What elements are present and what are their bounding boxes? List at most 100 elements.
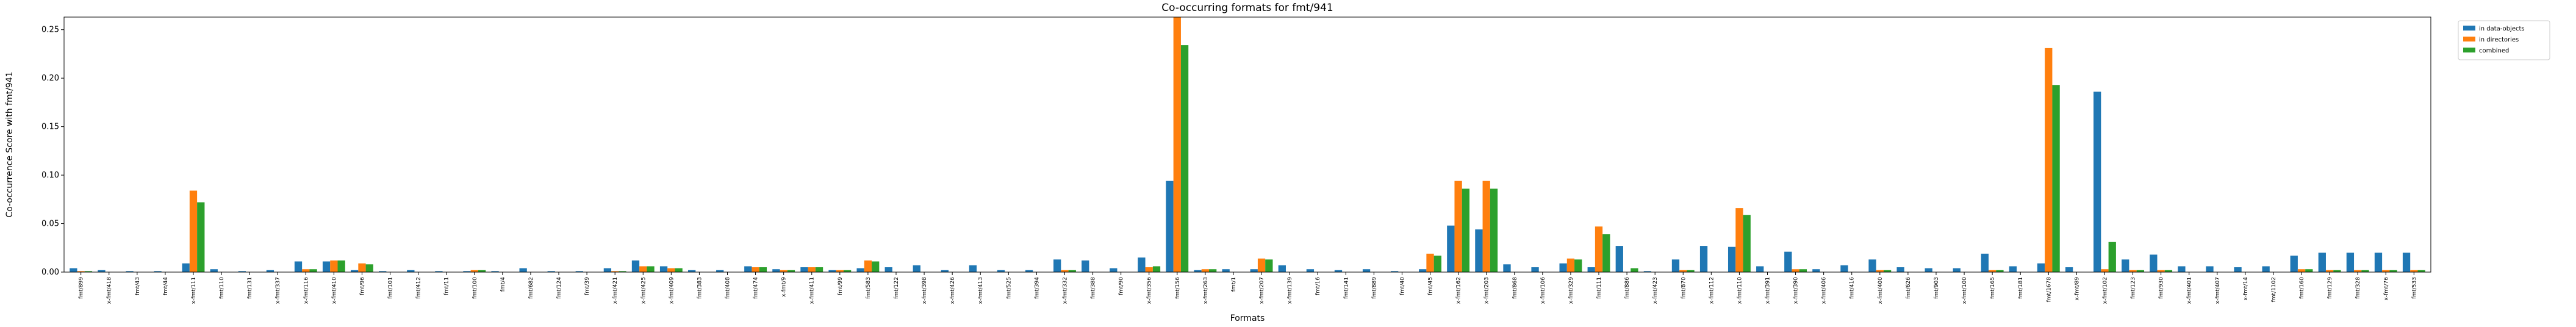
bar xyxy=(463,271,471,272)
bar xyxy=(379,271,387,272)
bar xyxy=(491,271,499,272)
x-tick-label: fmt/44 xyxy=(163,277,169,295)
x-tick-label: x-fmt/112 xyxy=(1709,277,1715,304)
x-tick-label: fmt/388 xyxy=(1091,277,1097,299)
bar xyxy=(1138,257,1146,272)
x-tick-label: x-fmt/407 xyxy=(2215,277,2221,304)
x-tick-label: fmt/90 xyxy=(1119,277,1125,295)
bar xyxy=(309,269,317,272)
bar xyxy=(435,271,443,272)
bar xyxy=(1883,270,1892,272)
x-tick-label: fmt/533 xyxy=(2411,277,2417,299)
bar xyxy=(815,267,823,272)
bar xyxy=(2065,267,2073,272)
x-tick-label: x-fmt/263 xyxy=(1203,277,1209,304)
bar xyxy=(197,202,205,272)
x-tick-label: x-fmt/207 xyxy=(1259,277,1265,304)
bar xyxy=(77,271,85,272)
x-tick-label: x-fmt/413 xyxy=(978,277,984,304)
x-tick-label: x-fmt/406 xyxy=(1821,277,1828,304)
bar xyxy=(1743,215,1751,272)
bar xyxy=(84,271,93,272)
x-tick-label: x-fmt/409 xyxy=(669,277,675,304)
bar xyxy=(351,270,359,272)
x-tick-label: x-fmt/390 xyxy=(1793,277,1799,304)
x-tick-label: fmt/903 xyxy=(1934,277,1940,299)
bar xyxy=(266,270,274,272)
bar xyxy=(1981,253,1989,272)
bar xyxy=(787,270,795,272)
bar xyxy=(322,261,331,272)
bar xyxy=(154,271,162,272)
bar xyxy=(1419,269,1427,272)
bar xyxy=(1503,264,1511,272)
bar xyxy=(182,263,190,272)
bar xyxy=(752,267,759,272)
bar xyxy=(1433,255,1441,272)
bar xyxy=(1025,270,1033,272)
bar xyxy=(1727,246,1736,272)
bar xyxy=(1201,269,1210,272)
bar xyxy=(1482,181,1490,272)
bar xyxy=(2037,263,2045,272)
bar xyxy=(603,268,612,272)
x-tick-label: x-fmt/9 xyxy=(781,277,788,297)
x-tick-label: fmt/16 xyxy=(1315,277,1321,295)
x-tick-label: fmt/111 xyxy=(1596,277,1602,299)
bar xyxy=(1053,259,1061,272)
bar xyxy=(238,271,246,272)
y-tick-label: 0.10 xyxy=(41,171,59,180)
bar xyxy=(1278,265,1286,272)
x-tick-label: fmt/160 xyxy=(2299,277,2305,299)
plot-frame xyxy=(63,16,2431,273)
bar xyxy=(1490,189,1498,272)
bar xyxy=(2150,254,2158,272)
bar xyxy=(659,266,668,272)
x-tick-label: fmt/889 xyxy=(1371,277,1377,299)
bar xyxy=(2325,270,2334,272)
x-tick-label: fmt/11 xyxy=(444,277,450,295)
bar xyxy=(1173,17,1181,272)
bar xyxy=(2052,85,2060,272)
bar xyxy=(2234,267,2242,272)
x-tick-label: x-fmt/411 xyxy=(809,277,816,304)
x-tick-label: fmt/43 xyxy=(135,277,141,295)
bar xyxy=(1631,268,1638,272)
bar xyxy=(2129,270,2137,272)
legend-swatch xyxy=(2463,37,2475,41)
x-tick-label: fmt/383 xyxy=(697,277,703,299)
bar xyxy=(470,270,478,272)
x-tick-label: fmt/45 xyxy=(1428,277,1434,295)
bar xyxy=(1679,270,1687,272)
bar xyxy=(1082,260,1089,272)
x-tick-label: x-fmt/203 xyxy=(1484,277,1490,304)
y-tick-label: 0.00 xyxy=(41,268,59,277)
bar xyxy=(126,271,134,272)
bar xyxy=(2402,253,2411,272)
x-tick-label: fmt/1102 xyxy=(2271,277,2277,302)
bar xyxy=(1671,259,1680,272)
bar xyxy=(1391,271,1399,272)
x-tick-label: x-fmt/332 xyxy=(1062,277,1068,304)
x-tick-label: fmt/682 xyxy=(528,277,534,299)
bar xyxy=(365,264,373,272)
bar xyxy=(1643,271,1652,272)
bar xyxy=(611,271,619,272)
bar xyxy=(358,263,366,272)
x-tick-label: fmt/40 xyxy=(1399,277,1405,295)
x-tick-label: fmt/141 xyxy=(1343,277,1349,299)
bar xyxy=(1840,265,1848,272)
bar xyxy=(2164,270,2173,272)
bar xyxy=(1334,270,1343,272)
x-tick-label: fmt/4 xyxy=(500,277,506,292)
y-tick-label: 0.20 xyxy=(41,74,59,83)
x-tick-label: x-fmt/106 xyxy=(1540,277,1546,304)
x-tick-label: fmt/525 xyxy=(1006,277,1012,299)
bar xyxy=(1454,181,1462,272)
bar xyxy=(836,270,844,272)
x-tick-label: fmt/868 xyxy=(1512,277,1518,299)
bar xyxy=(2333,270,2341,272)
bar xyxy=(2361,270,2369,272)
